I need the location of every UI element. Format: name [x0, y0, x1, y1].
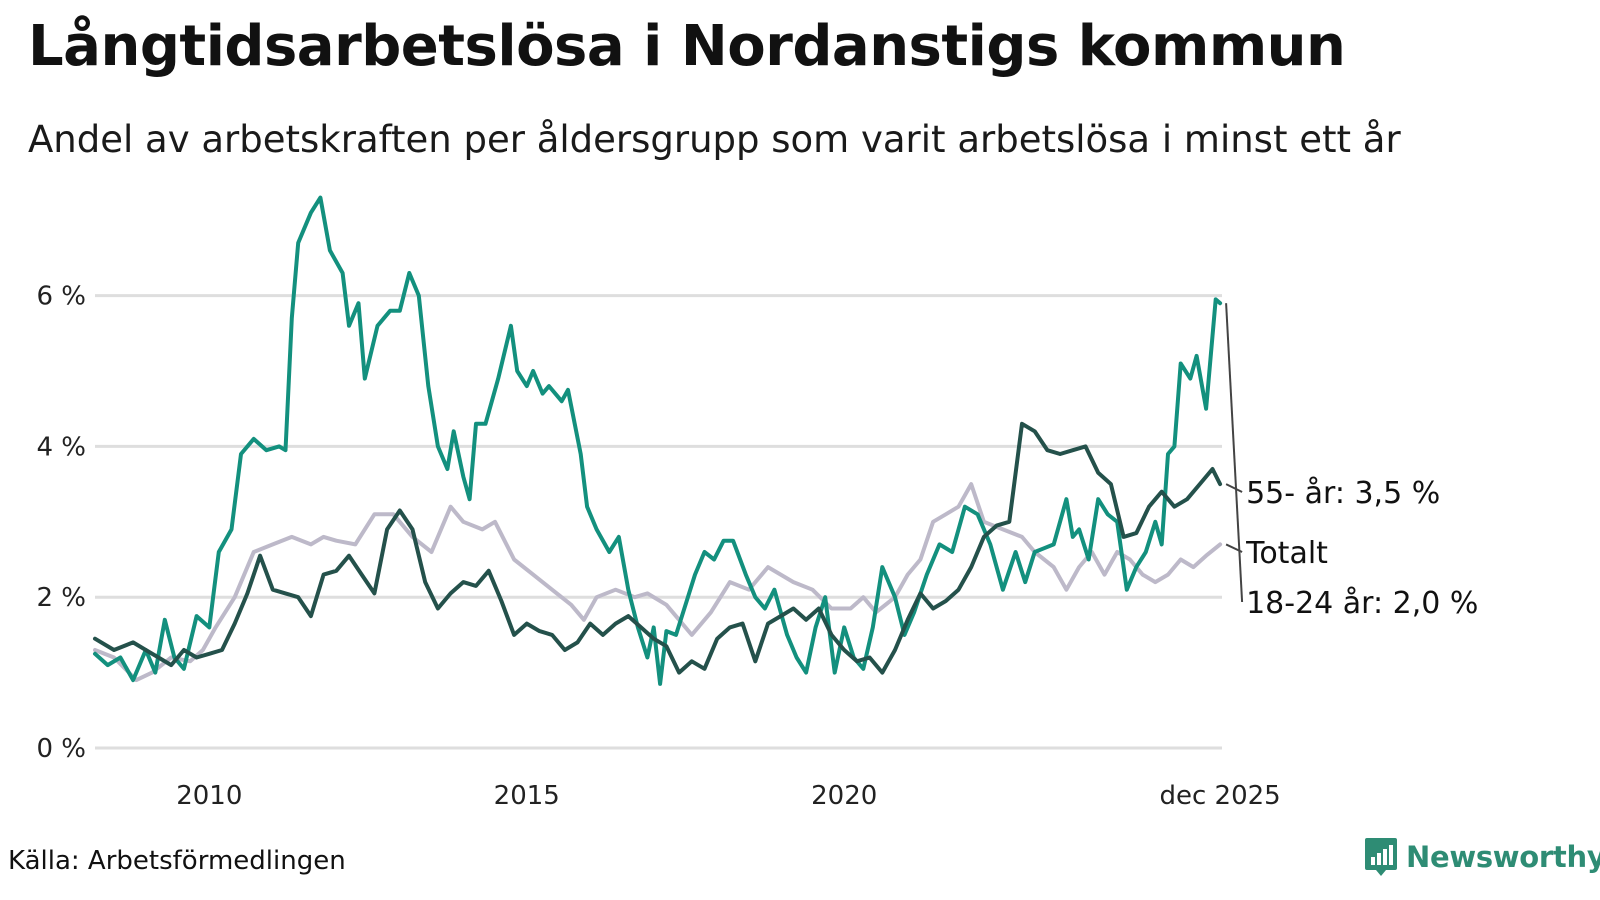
end-label-totalt: Totalt: [1245, 536, 1328, 571]
line-chart: 0 % 2 % 4 % 6 % 2010 2015 2020 dec 2025 Totalt…: [36, 195, 1478, 811]
chart-subtitle: Andel av arbetskraften per åldersgrupp s…: [28, 118, 1401, 161]
end-labels: Totalt 18-24 år: 2,0 % 55- år: 3,5 %: [1225, 303, 1478, 621]
end-label-leader: [1225, 303, 1244, 603]
x-tick-label: 2020: [811, 781, 877, 811]
y-tick-label: 4 %: [36, 432, 86, 462]
end-label-leader: [1225, 483, 1243, 493]
chart-title: Långtidsarbetslösa i Nordanstigs kommun: [28, 14, 1346, 79]
bar-chart-logo-icon: [1365, 838, 1397, 876]
source-note: Källa: Arbetsförmedlingen: [8, 846, 346, 876]
y-tick-label: 6 %: [36, 282, 86, 312]
y-tick-label: 2 %: [36, 583, 86, 613]
series-line-55-r: [93, 421, 1223, 675]
end-label-55-r: 55- år: 3,5 %: [1246, 476, 1440, 511]
brand-logo: Newsworthy: [1364, 836, 1600, 878]
x-tick-label: dec 2025: [1159, 781, 1280, 811]
series-lines: [93, 195, 1223, 686]
x-tick-label: 2015: [494, 781, 560, 811]
series-line-totalt: [93, 482, 1223, 683]
x-axis-ticks: 2010 2015 2020 dec 2025: [176, 781, 1281, 811]
brand-name: Newsworthy: [1406, 840, 1600, 874]
y-axis-ticks: 0 % 2 % 4 % 6 %: [36, 282, 86, 764]
series-line-18-24-r: [93, 195, 1223, 686]
grid-lines: [95, 294, 1222, 750]
y-tick-label: 0 %: [36, 734, 86, 764]
end-label-18-24-r: 18-24 år: 2,0 %: [1246, 586, 1478, 621]
x-tick-label: 2010: [176, 781, 242, 811]
